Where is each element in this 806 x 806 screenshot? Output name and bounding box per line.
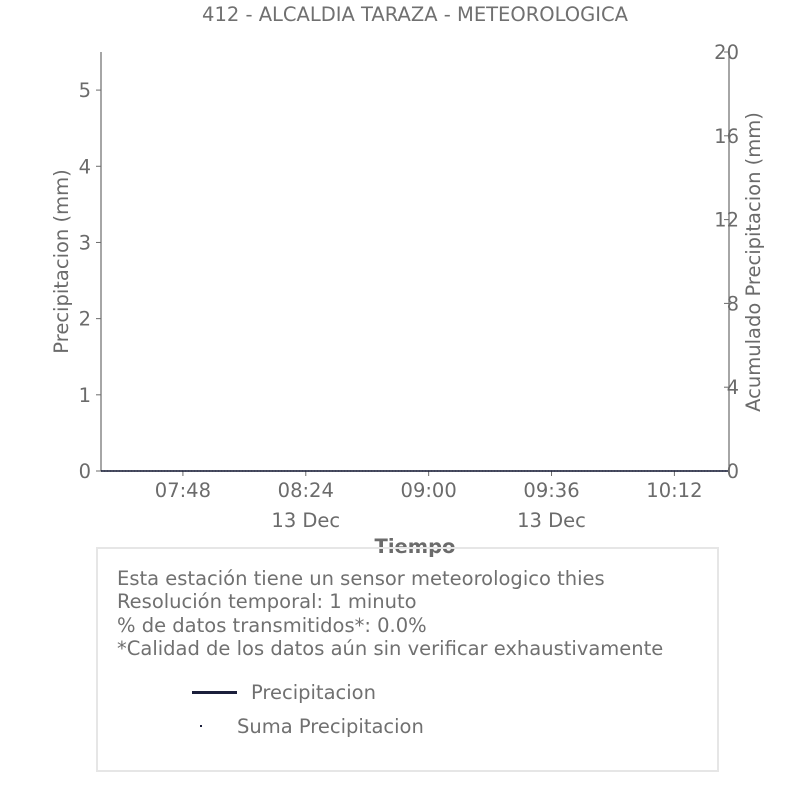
info-line-transmitted: % de datos transmitidos*: 0.0%: [117, 613, 427, 637]
info-legend-box: Esta estación tiene un sensor meteorolog…: [96, 547, 719, 772]
y2-tick-label: 4: [727, 376, 739, 399]
legend-line-swatch: [192, 691, 237, 694]
x-tick-label: 09:36: [523, 479, 579, 502]
x-tick-label: 08:24: [278, 479, 334, 502]
y2-tick-label: 16: [714, 125, 739, 148]
legend-dot-swatch: [200, 725, 202, 727]
legend-label-precipitacion: Precipitacion: [251, 681, 376, 704]
x-date-label: 13 Dec: [271, 509, 340, 532]
x-tick-label: 09:00: [401, 479, 457, 502]
info-line-resolution: Resolución temporal: 1 minuto: [117, 590, 417, 614]
chart-title: 412 - ALCALDIA TARAZA - METEOROLOGICA: [202, 3, 628, 26]
y-tick-label: 1: [79, 384, 91, 407]
info-line-sensor: Esta estación tiene un sensor meteorolog…: [117, 567, 605, 590]
info-line-quality-note: *Calidad de los datos aún sin verificar …: [117, 636, 664, 660]
x-date-label: 13 Dec: [517, 509, 586, 532]
y-tick-label: 5: [79, 79, 91, 102]
x-axis-label: Tiempo: [375, 535, 456, 558]
y2-tick-label: 0: [727, 460, 739, 483]
y2-axis-label: Acumulado Precipitacion (mm): [742, 112, 765, 412]
y-tick-label: 3: [79, 231, 91, 254]
y-tick-label: 4: [79, 155, 91, 178]
x-tick-label: 07:48: [155, 479, 211, 502]
y-axis-label: Precipitacion (mm): [50, 169, 73, 353]
legend-label-suma: Suma Precipitacion: [237, 715, 424, 738]
axes-group: [96, 51, 730, 476]
y-tick-label: 0: [79, 460, 91, 483]
y2-tick-label: 12: [714, 209, 739, 232]
info-text-block: Esta estación tiene un sensor meteorolog…: [117, 567, 663, 660]
x-tick-label: 10:12: [646, 479, 702, 502]
y2-tick-label: 8: [727, 292, 739, 315]
y-tick-label: 2: [79, 308, 91, 331]
y2-tick-label: 20: [714, 41, 739, 64]
